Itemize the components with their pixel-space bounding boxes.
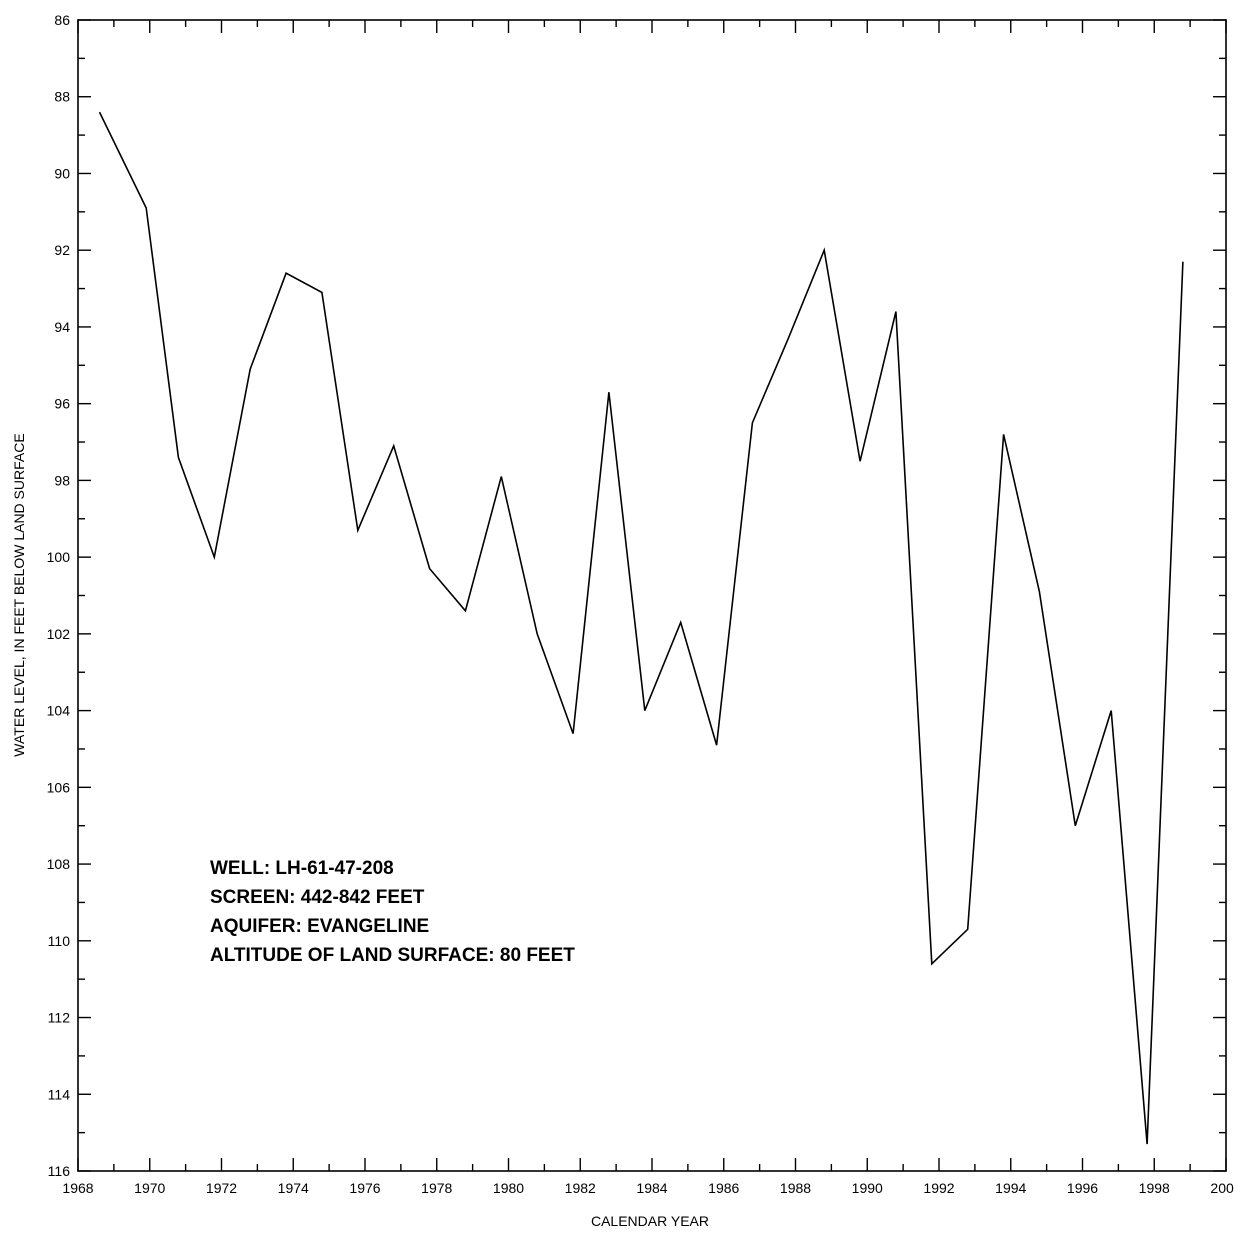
y-axis-tick-labels: 86 88 90 92 94 96 98 100 102 104 106 108 110 112 114 11… [47, 12, 71, 1179]
x-tick-label: 1994 [995, 1180, 1026, 1196]
x-tick-label: 1976 [349, 1180, 380, 1196]
y-tick-label: 108 [47, 856, 71, 872]
annotation-line: WELL: LH-61-47-208 [210, 858, 394, 879]
x-axis-title: CALENDAR YEAR [591, 1213, 709, 1229]
x-tick-label: 1988 [780, 1180, 811, 1196]
x-axis-tick-labels: 1968 1970 1972 1974 1976 1978 1980 1982 1984 1986… [62, 1180, 1234, 1196]
annotation-block: WELL: LH-61-47-208 SCREEN: 442-842 FEET AQ… [210, 858, 575, 966]
y-tick-label: 116 [48, 1163, 71, 1179]
y-tick-label: 88 [54, 89, 70, 105]
x-tick-label: 1978 [421, 1180, 452, 1196]
x-tick-label: 1984 [636, 1180, 667, 1196]
y-tick-label: 114 [48, 1086, 71, 1102]
y-axis-ticks [78, 19, 1226, 1172]
y-tick-label: 96 [54, 396, 70, 412]
x-axis-ticks [77, 20, 1227, 1171]
x-tick-label: 1996 [1067, 1180, 1098, 1196]
y-tick-label: 110 [48, 933, 71, 949]
y-tick-label: 102 [47, 626, 71, 642]
plot-frame [77, 19, 1227, 1172]
y-tick-label: 100 [47, 549, 71, 565]
annotation-line: ALTITUDE OF LAND SURFACE: 80 FEET [210, 945, 575, 966]
annotation-line: SCREEN: 442-842 FEET [210, 887, 425, 908]
x-tick-label: 1968 [62, 1180, 93, 1196]
y-tick-label: 104 [47, 703, 71, 719]
x-tick-label: 1980 [493, 1180, 524, 1196]
y-tick-label: 98 [54, 472, 70, 488]
y-tick-label: 94 [54, 319, 70, 335]
water-level-series-line [98, 111, 1184, 1145]
y-tick-label: 92 [54, 242, 70, 258]
y-axis-title: WATER LEVEL, IN FEET BELOW LAND SURFACE [11, 433, 27, 756]
x-tick-label: 1990 [852, 1180, 883, 1196]
series-layer [98, 111, 1184, 1145]
y-tick-label: 106 [47, 779, 71, 795]
x-tick-label: 1972 [206, 1180, 237, 1196]
x-tick-label: 1974 [278, 1180, 309, 1196]
annotation-line: AQUIFER: EVANGELINE [210, 916, 429, 937]
y-tick-label: 112 [48, 1010, 71, 1026]
x-tick-label: 1970 [134, 1180, 165, 1196]
x-tick-label: 1982 [565, 1180, 596, 1196]
x-tick-label: 1992 [923, 1180, 954, 1196]
x-tick-label: 1986 [708, 1180, 739, 1196]
x-tick-label: 2000 [1210, 1180, 1234, 1196]
y-tick-label: 86 [54, 12, 70, 28]
x-tick-label: 1998 [1139, 1180, 1170, 1196]
y-tick-label: 90 [54, 165, 70, 181]
